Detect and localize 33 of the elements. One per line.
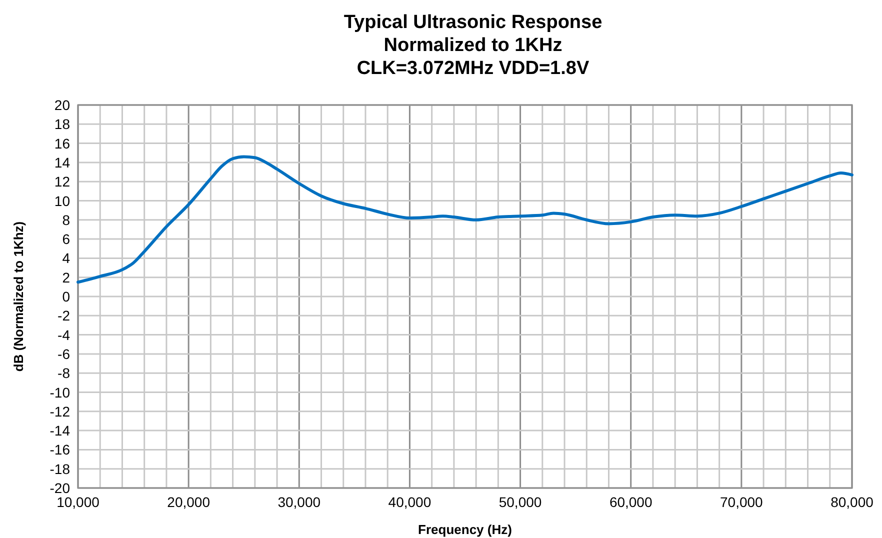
y-tick-label: -4 (58, 326, 70, 343)
y-axis-title: dB (Normalized to 1Khz) (11, 221, 26, 372)
y-tick-label: 4 (62, 250, 70, 266)
y-tick-label: 0 (62, 288, 70, 304)
x-tick-label: 60,000 (609, 494, 652, 510)
x-tick-label: 50,000 (498, 494, 542, 510)
x-tick-label: 70,000 (720, 494, 764, 510)
y-tick-label: -10 (50, 384, 70, 400)
y-tick-label: 6 (62, 231, 70, 248)
x-tick-label: 30,000 (278, 494, 321, 510)
y-tick-label: -12 (50, 403, 70, 420)
y-tick-label: 2 (62, 269, 70, 286)
y-tick-label: 10 (54, 192, 70, 209)
y-tick-label: -14 (50, 422, 70, 439)
y-tick-label: 20 (54, 97, 70, 113)
line-series (76, 155, 854, 284)
y-tick-label: 8 (62, 212, 70, 228)
y-tick-label: -20 (50, 480, 70, 496)
y-tick-label: 18 (54, 116, 70, 132)
y-tick-label: 14 (54, 154, 70, 170)
x-tick-label: 80,000 (830, 494, 874, 510)
y-tick-label: 16 (54, 135, 70, 152)
y-tick-label: -8 (58, 365, 70, 382)
x-tick-label: 10,000 (56, 494, 100, 510)
x-tick-label: 20,000 (167, 494, 210, 510)
y-tick-label: -18 (50, 460, 70, 477)
y-tick-label: 12 (54, 174, 70, 190)
y-tick-label: -2 (58, 308, 70, 324)
x-axis-title: Frequency (Hz) (418, 522, 512, 537)
y-tick-label: -6 (58, 346, 70, 362)
y-tick-label: -16 (50, 442, 70, 458)
chart-title: Typical Ultrasonic Response Normalized to 1KHz CLK=3.072MHz VDD=1.8V (344, 12, 602, 79)
x-tick-label: 40,000 (388, 494, 432, 510)
